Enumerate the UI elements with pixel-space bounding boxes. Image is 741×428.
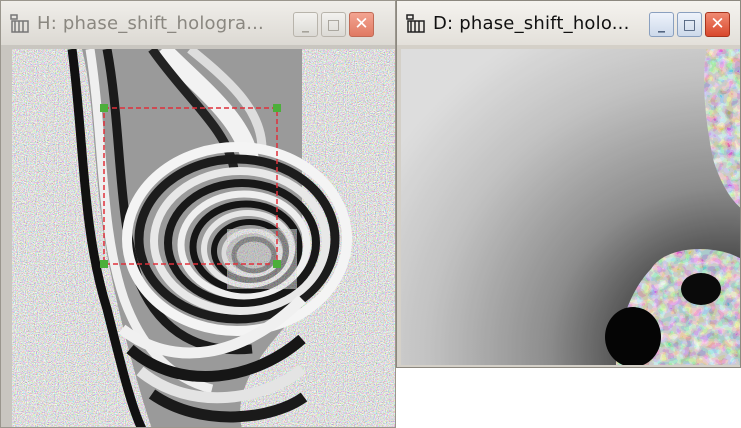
hologram-window[interactable]: H: phase_shift_hologra... _ □ ✕ [0,0,396,428]
maximize-button[interactable]: □ [677,12,702,37]
maximize-button[interactable]: □ [321,12,346,37]
imagej-icon [406,14,425,33]
hologram-image-canvas[interactable] [12,49,395,427]
close-button[interactable]: ✕ [349,12,374,37]
roi-selection[interactable] [100,104,281,268]
imagej-icon [10,14,29,33]
roi-handle-bottom-left[interactable] [100,260,108,268]
minimize-button[interactable]: _ [649,12,674,37]
reconstruction-image-canvas[interactable] [401,49,740,365]
roi-handle-top-left[interactable] [100,104,108,112]
window-title: H: phase_shift_hologra... [37,12,264,34]
roi-handle-bottom-right[interactable] [273,260,281,268]
minimize-button[interactable]: _ [293,12,318,37]
reconstruction-titlebar[interactable]: D: phase_shift_holo... _ □ ✕ [397,1,740,45]
hologram-titlebar[interactable]: H: phase_shift_hologra... _ □ ✕ [1,1,395,45]
close-button[interactable]: ✕ [705,12,730,37]
window-title: D: phase_shift_holo... [433,12,630,34]
roi-handle-top-right[interactable] [273,104,281,112]
phase-fringes [67,49,352,427]
reconstruction-window[interactable]: D: phase_shift_holo... _ □ ✕ [396,0,741,368]
